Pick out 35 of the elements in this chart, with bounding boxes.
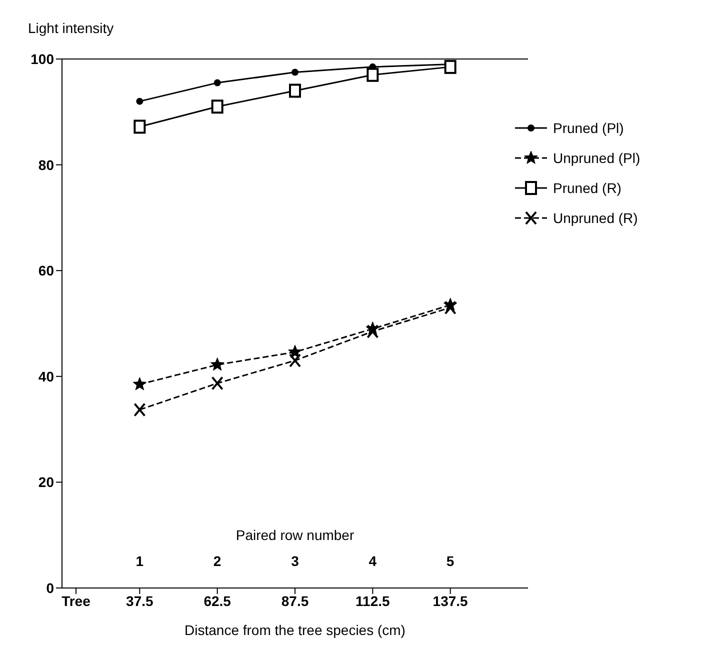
x-tick-label: 112.5: [356, 592, 390, 609]
y-tick-label: 80: [38, 156, 54, 173]
x-tick-label: Tree: [62, 592, 91, 609]
x2-tick-label: 1: [136, 553, 144, 569]
y-tick-label: 40: [38, 368, 54, 384]
point: [214, 79, 221, 86]
point: [134, 120, 146, 134]
y-tick-label: 20: [38, 474, 54, 490]
x-axis-title: Distance from the tree species (cm): [184, 622, 406, 638]
point: [289, 84, 301, 98]
y-tick-label: 60: [38, 262, 54, 279]
x2-tick-label: 2: [213, 553, 222, 569]
legend-label: Unpruned (R): [553, 210, 638, 226]
x2-tick-label: 4: [368, 553, 377, 569]
x2-tick-label: 3: [291, 553, 300, 569]
point: [136, 98, 144, 105]
y-axis-title: Light intensity: [28, 20, 114, 36]
point: [292, 68, 298, 76]
point: [288, 344, 302, 358]
point: [210, 358, 224, 371]
x-tick-label: 87.5: [281, 592, 309, 609]
point: [366, 68, 379, 82]
legend-label: Pruned (Pl): [553, 120, 624, 136]
x-tick-label: 137.5: [432, 592, 468, 609]
x-tick-label: 62.5: [204, 592, 232, 609]
point: [132, 377, 147, 390]
x2-tick-label: 5: [446, 553, 454, 569]
legend-label: Unpruned (Pl): [553, 150, 640, 166]
x-tick-label: 37.5: [126, 592, 154, 609]
legend-label: Pruned (R): [553, 180, 622, 196]
point: [444, 60, 456, 74]
y-tick-label: 0: [46, 580, 54, 596]
y-tick-label: 100: [30, 50, 54, 67]
point: [211, 100, 224, 114]
x2-axis-title: Paired row number: [236, 527, 354, 543]
